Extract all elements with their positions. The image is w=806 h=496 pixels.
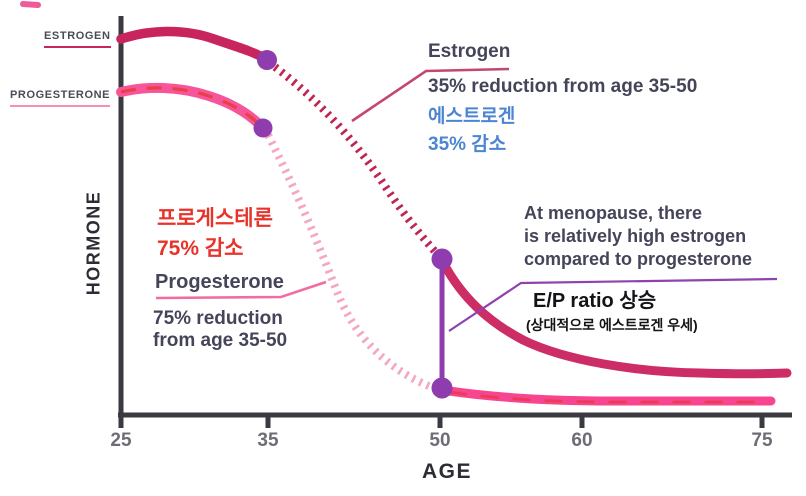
axes [118, 16, 792, 428]
progesterone-curve-solid-25-35 [116, 82, 266, 131]
progesterone-annotation-title: Progesterone [155, 271, 284, 293]
estrogen-series-label: ESTROGEN [44, 30, 111, 48]
progesterone-curve-dashed-35-50 [264, 133, 438, 393]
estrogen-curve-dashed-35-50 [272, 63, 442, 258]
progesterone-annotation-korean2: 75% 감소 [157, 237, 244, 260]
x-tick-label-60: 60 [571, 430, 593, 451]
menopause-annotation-line1: At menopause, there [524, 203, 703, 223]
progesterone-annotation-leader [155, 280, 327, 300]
ep-ratio-title: E/P ratio 상승 [533, 290, 657, 312]
estrogen-annotation-leader [351, 67, 510, 123]
ep-ratio-subtitle: (상대적으로 에스트로겐 우세) [526, 317, 698, 333]
decorative-pink-mark [20, 1, 41, 8]
progesterone-curve-core-25-35 [120, 86, 263, 128]
x-tick-label-25: 25 [110, 430, 132, 451]
x-tick-label-50: 50 [429, 430, 451, 451]
y-axis-title: HORMONE [83, 190, 104, 296]
menopause-annotation-line2: is relatively high estrogen [524, 226, 747, 246]
progesterone-annotation-line2: from age 35-50 [153, 330, 288, 351]
estrogen-annotation-line1: 35% reduction from age 35-50 [428, 76, 698, 97]
estrogen-annotation-korean1: 에스트로겐 [428, 106, 516, 127]
x-axis-title: AGE [421, 460, 473, 483]
estrogen-annotation-title: Estrogen [428, 41, 511, 62]
progesterone-annotation-line1: 75% reduction [153, 308, 283, 329]
menopause-annotation-line3: compared to progesterone [524, 249, 753, 269]
progesterone-series-label: PROGESTERONE [10, 89, 111, 107]
estrogen-curve-solid-50-75 [439, 259, 792, 379]
progesterone-marker-age-50 [431, 377, 453, 399]
progesterone-marker-age-35 [253, 118, 273, 138]
progesterone-curve-solid-50-75 [444, 386, 776, 406]
progesterone-annotation-korean1: 프로게스테론 [157, 207, 273, 230]
estrogen-marker-age-35 [257, 50, 277, 70]
estrogen-annotation-korean2: 35% 감소 [428, 134, 507, 155]
ep-ratio-annotation-leader [448, 277, 778, 332]
estrogen-curve-solid-25-35 [116, 26, 271, 64]
estrogen-marker-age-50 [431, 248, 453, 270]
x-tick-label-75: 75 [751, 430, 773, 451]
x-tick-label-35: 35 [257, 430, 279, 451]
